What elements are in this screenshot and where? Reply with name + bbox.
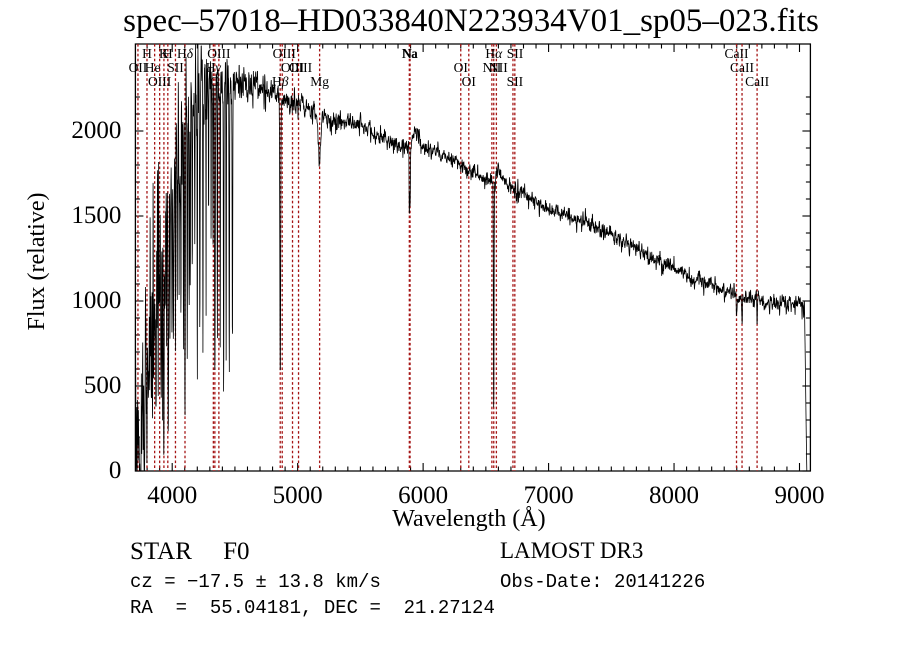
svg-text:OIII: OIII bbox=[273, 46, 297, 61]
svg-text:Flux (relative): Flux (relative) bbox=[24, 193, 50, 331]
svg-text:500: 500 bbox=[84, 372, 122, 399]
svg-text:Hγ: Hγ bbox=[206, 60, 222, 75]
svg-text:6000: 6000 bbox=[398, 482, 448, 509]
svg-text:8000: 8000 bbox=[649, 482, 699, 509]
svg-text:9000: 9000 bbox=[775, 482, 825, 509]
svg-text:1500: 1500 bbox=[71, 202, 121, 229]
svg-text:SII: SII bbox=[167, 60, 184, 75]
svg-text:G: G bbox=[210, 74, 220, 89]
svg-text:Wavelength (Å): Wavelength (Å) bbox=[392, 506, 545, 532]
svg-text:0: 0 bbox=[109, 457, 122, 484]
svg-text:Mg: Mg bbox=[310, 74, 329, 89]
svg-text:7000: 7000 bbox=[524, 482, 574, 509]
svg-text:Na: Na bbox=[402, 46, 418, 61]
svg-text:CaII: CaII bbox=[730, 60, 754, 75]
svg-text:OIII: OIII bbox=[207, 46, 231, 61]
svg-text:Hα: Hα bbox=[485, 46, 503, 61]
svg-text:2000: 2000 bbox=[71, 117, 121, 144]
svg-text:OIII: OIII bbox=[289, 60, 313, 75]
svg-text:1000: 1000 bbox=[71, 287, 121, 314]
svg-text:SII: SII bbox=[507, 74, 524, 89]
svg-text:OIII: OIII bbox=[148, 74, 172, 89]
svg-text:spec–57018–HD033840N223934V01_: spec–57018–HD033840N223934V01_sp05–023.f… bbox=[123, 3, 819, 39]
svg-text:He: He bbox=[145, 60, 161, 75]
svg-text:4000: 4000 bbox=[147, 482, 197, 509]
svg-text:H: H bbox=[142, 46, 152, 61]
svg-text:OI: OI bbox=[454, 60, 469, 75]
svg-text:SII: SII bbox=[507, 46, 524, 61]
svg-text:Hδ: Hδ bbox=[177, 46, 194, 61]
svg-text:CaII: CaII bbox=[725, 46, 749, 61]
svg-text:OI: OI bbox=[462, 74, 477, 89]
svg-text:Hβ: Hβ bbox=[272, 74, 289, 89]
svg-text:CaII: CaII bbox=[745, 74, 769, 89]
svg-text:H: H bbox=[163, 46, 173, 61]
svg-text:5000: 5000 bbox=[273, 482, 323, 509]
svg-text:NII: NII bbox=[489, 60, 508, 75]
